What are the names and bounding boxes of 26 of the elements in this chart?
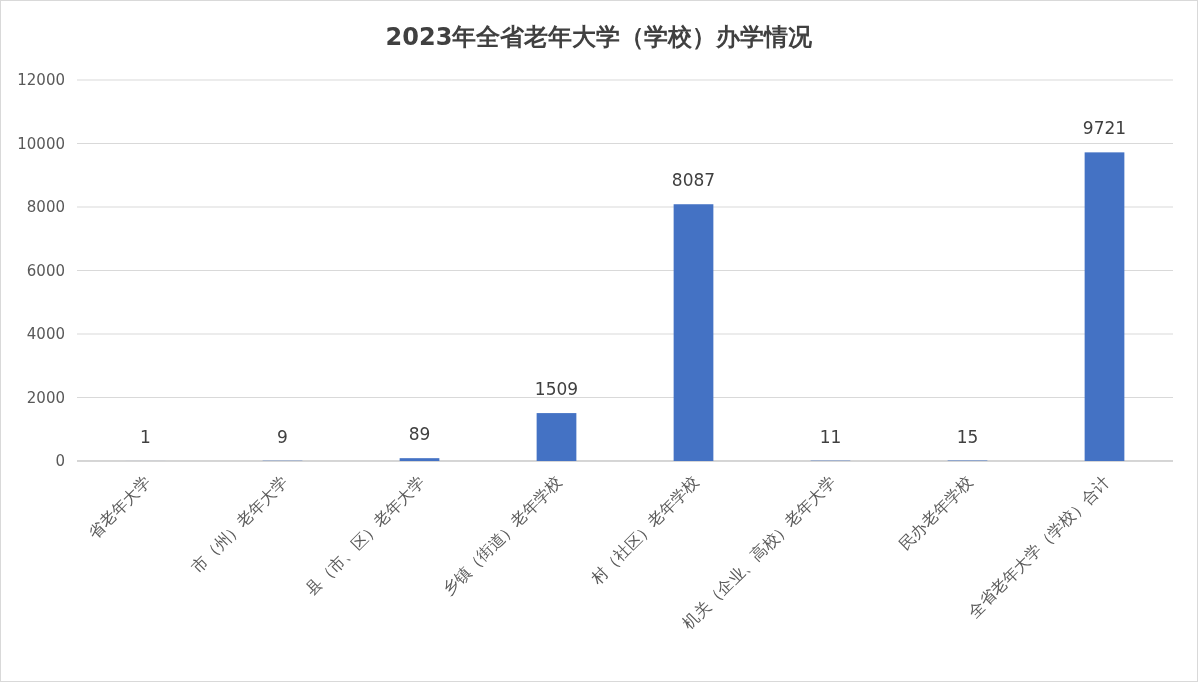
data-label: 89 — [408, 424, 431, 445]
y-tick-label: 10000 — [17, 134, 65, 153]
x-tick-label: 乡镇（街道）老年学校 — [438, 472, 566, 599]
x-tick-label: 县（市、区）老年大学 — [301, 472, 429, 599]
x-tick-label: 省老年大学 — [84, 472, 155, 543]
chart-title: 2023年全省老年大学（学校）办学情况 — [385, 23, 814, 51]
y-tick-label: 4000 — [26, 325, 65, 344]
x-tick-label: 村（社区）老年学校 — [586, 472, 703, 589]
data-label: 9 — [277, 426, 288, 447]
data-label: 1 — [140, 426, 151, 447]
data-label: 9721 — [1082, 118, 1127, 139]
bar — [673, 204, 714, 461]
y-tick-label: 6000 — [26, 261, 65, 280]
y-tick-label: 0 — [55, 452, 65, 471]
data-label: 15 — [956, 426, 979, 447]
y-tick-label: 2000 — [26, 388, 65, 407]
bar — [399, 458, 440, 461]
data-label: 11 — [819, 426, 842, 447]
y-tick-label: 8000 — [26, 198, 65, 217]
data-label: 1509 — [534, 379, 579, 400]
x-tick-label: 民办老年学校 — [895, 472, 977, 554]
y-tick-label: 12000 — [17, 71, 65, 90]
bar — [1084, 152, 1125, 461]
x-tick-label: 市（州）老年大学 — [187, 472, 292, 577]
bar — [536, 413, 577, 461]
data-label: 8087 — [671, 170, 716, 191]
